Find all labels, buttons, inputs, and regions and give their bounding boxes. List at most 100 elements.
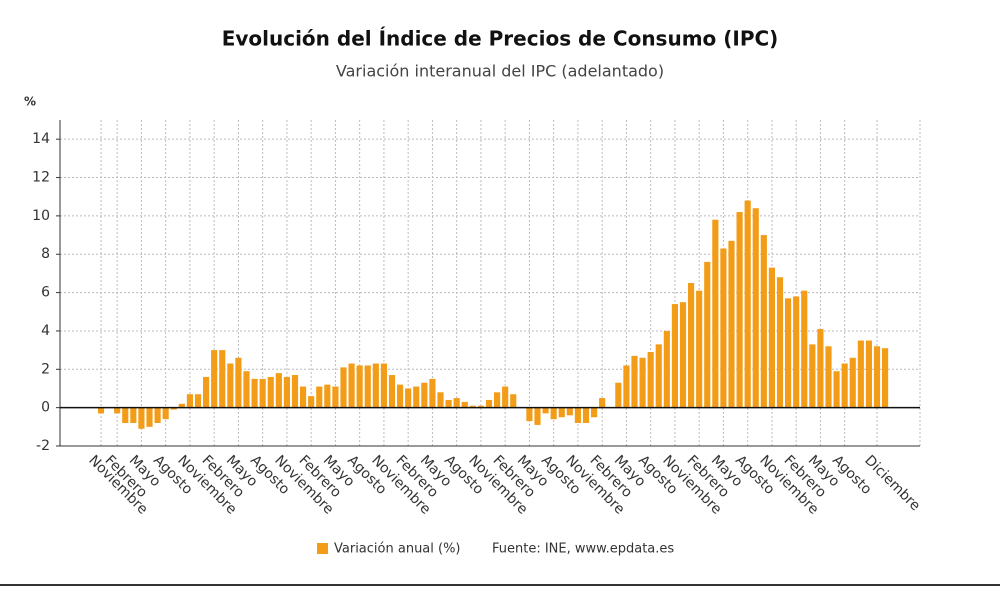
bar: [429, 378, 436, 408]
legend: Variación anual (%) Fuente: INE, www.epd…: [317, 542, 674, 557]
bar: [477, 405, 484, 408]
bar: [316, 386, 323, 408]
bar: [566, 407, 573, 416]
y-tick-label: -2: [36, 438, 50, 454]
source: Fuente: INE, www.epdata.es: [492, 542, 674, 557]
y-axis-label: %: [24, 95, 36, 109]
bar: [671, 304, 678, 408]
bar: [712, 219, 719, 408]
bar: [122, 407, 129, 423]
bar: [146, 407, 153, 427]
bar: [776, 277, 784, 408]
legend-label: Variación anual (%): [334, 542, 461, 557]
bar: [526, 407, 533, 422]
bar: [380, 363, 387, 408]
bar: [833, 371, 840, 408]
y-tick-label: 14: [32, 131, 50, 147]
bar: [138, 407, 145, 429]
y-tick-label: 8: [41, 246, 50, 262]
bar: [397, 384, 404, 408]
bar: [591, 407, 598, 418]
bar: [736, 212, 743, 408]
bar: [235, 357, 242, 408]
bar: [364, 365, 371, 408]
bar: [332, 386, 339, 408]
bar: [809, 344, 816, 408]
bar: [558, 407, 565, 418]
bar: [542, 407, 549, 414]
bar: [510, 394, 517, 408]
bar: [227, 363, 234, 408]
bar: [348, 363, 355, 408]
bar: [793, 296, 800, 408]
bar: [170, 407, 177, 410]
y-tick-label: 6: [41, 285, 50, 301]
bar: [760, 235, 767, 408]
bar: [599, 398, 606, 408]
bar: [469, 405, 476, 408]
bar: [696, 290, 703, 408]
bar: [582, 407, 590, 423]
bar: [768, 267, 775, 408]
bar: [825, 346, 832, 408]
bar: [623, 365, 630, 408]
bar: [720, 248, 727, 408]
bar: [873, 346, 881, 408]
bar: [186, 394, 193, 408]
bar: [308, 396, 315, 408]
bar: [882, 348, 889, 408]
bar: [801, 290, 808, 408]
bar: [574, 407, 581, 423]
bar: [219, 350, 226, 408]
chart-subtitle: Variación interanual del IPC (adelantado…: [336, 62, 664, 81]
bar: [340, 367, 347, 408]
bar: [194, 394, 202, 408]
bar: [841, 363, 848, 408]
bar: [267, 376, 274, 408]
y-tick-label: 2: [41, 361, 50, 377]
bar: [704, 261, 711, 408]
bar: [421, 382, 428, 408]
bar: [154, 407, 161, 423]
bar: [752, 208, 759, 408]
bar: [639, 357, 646, 408]
y-tick-label: 10: [32, 208, 50, 224]
bar: [203, 376, 210, 408]
bar: [461, 401, 468, 408]
bar: [372, 363, 379, 408]
bar: [259, 378, 266, 408]
y-tick-label: 4: [41, 323, 50, 339]
bar: [300, 386, 307, 408]
bar: [388, 375, 396, 408]
bar: [130, 407, 137, 423]
bar: [615, 382, 622, 408]
bar: [413, 386, 420, 408]
bar: [663, 330, 670, 408]
bar: [324, 384, 331, 408]
bar: [534, 407, 541, 425]
bar: [631, 355, 638, 408]
bar: [356, 365, 363, 408]
y-tick-label: 12: [32, 170, 50, 186]
bar: [211, 350, 218, 408]
bar: [865, 340, 872, 408]
bar: [485, 399, 493, 408]
bar: [785, 298, 792, 408]
bar: [114, 407, 121, 414]
bar: [817, 329, 824, 408]
bar: [453, 398, 460, 408]
bar: [445, 399, 452, 408]
bar: [647, 352, 654, 408]
bar: [550, 407, 557, 420]
bar: [679, 302, 687, 408]
bar: [744, 200, 751, 408]
bar: [275, 373, 282, 408]
bar: [251, 378, 258, 408]
bar: [97, 407, 105, 414]
bar: [728, 240, 735, 408]
bar: [405, 388, 412, 408]
bar: [437, 392, 444, 408]
bar: [243, 371, 250, 408]
bar: [494, 392, 501, 408]
